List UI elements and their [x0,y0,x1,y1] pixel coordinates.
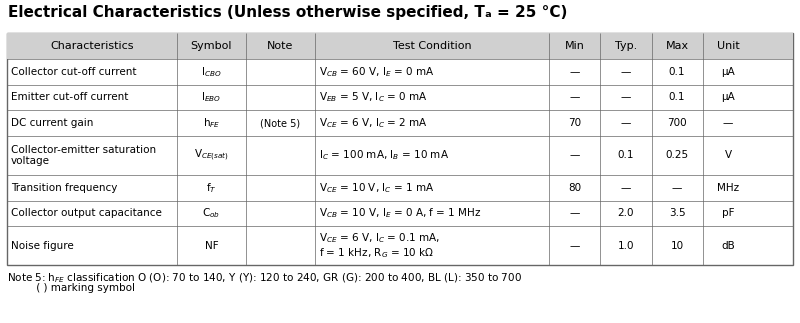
Text: Test Condition: Test Condition [393,41,471,51]
Text: I$_{C}$ = 100 mA, I$_{B}$ = 10 mA: I$_{C}$ = 100 mA, I$_{B}$ = 10 mA [319,149,449,162]
Text: Note: Note [267,41,294,51]
Text: 700: 700 [667,118,687,128]
Text: I$_{CBO}$: I$_{CBO}$ [201,65,222,78]
Text: V$_{CE(sat)}$: V$_{CE(sat)}$ [194,148,229,163]
Text: Max: Max [666,41,689,51]
Text: —: — [570,241,580,251]
Text: Collector-emitter saturation
voltage: Collector-emitter saturation voltage [11,145,156,166]
Text: —: — [621,92,631,102]
Text: Transition frequency: Transition frequency [11,183,118,193]
Text: Symbol: Symbol [190,41,232,51]
Text: —: — [570,92,580,102]
Text: —: — [621,118,631,128]
Bar [7,33,793,59]
Text: —: — [723,118,734,128]
Text: 0.1: 0.1 [618,151,634,161]
Text: NF: NF [205,241,218,251]
Text: Collector cut-off current: Collector cut-off current [11,67,137,77]
Text: (Note 5): (Note 5) [261,118,301,128]
Text: Electrical Characteristics (Unless otherwise specified, Tₐ = 25 °C): Electrical Characteristics (Unless other… [8,5,567,20]
Text: 1.0: 1.0 [618,241,634,251]
Text: —: — [621,183,631,193]
Text: —: — [570,208,580,218]
Text: V: V [725,151,732,161]
Text: 0.25: 0.25 [666,151,689,161]
Text: V$_{CB}$ = 10 V, I$_{E}$ = 0 A, f = 1 MHz: V$_{CB}$ = 10 V, I$_{E}$ = 0 A, f = 1 MH… [319,206,482,220]
Text: —: — [570,151,580,161]
Text: 80: 80 [568,183,582,193]
Text: V$_{EB}$ = 5 V, I$_{C}$ = 0 mA: V$_{EB}$ = 5 V, I$_{C}$ = 0 mA [319,90,428,104]
Text: V$_{CE}$ = 6 V, I$_{C}$ = 2 mA: V$_{CE}$ = 6 V, I$_{C}$ = 2 mA [319,116,428,130]
Text: 10: 10 [670,241,684,251]
Text: DC current gain: DC current gain [11,118,94,128]
Text: 70: 70 [568,118,582,128]
Text: Emitter cut-off current: Emitter cut-off current [11,92,128,102]
Text: —: — [570,67,580,77]
Text: 3.5: 3.5 [669,208,686,218]
Text: I$_{EBO}$: I$_{EBO}$ [202,90,222,104]
Bar [7,33,793,265]
Text: μA: μA [722,92,735,102]
Text: Min: Min [565,41,585,51]
Text: Unit: Unit [717,41,739,51]
Text: Typ.: Typ. [615,41,637,51]
Text: 0.1: 0.1 [669,92,686,102]
Text: Collector output capacitance: Collector output capacitance [11,208,162,218]
Text: MHz: MHz [717,183,739,193]
Text: f$_{T}$: f$_{T}$ [206,181,217,194]
Text: V$_{CE}$ = 10 V, I$_{C}$ = 1 mA: V$_{CE}$ = 10 V, I$_{C}$ = 1 mA [319,181,434,194]
Text: ( ) marking symbol: ( ) marking symbol [7,283,135,293]
Text: Characteristics: Characteristics [50,41,134,51]
Text: 0.1: 0.1 [669,67,686,77]
Text: dB: dB [722,241,735,251]
Text: Note 5: h$_{FE}$ classification O (O): 70 to 140, Y (Y): 120 to 240, GR (G): 200: Note 5: h$_{FE}$ classification O (O): 7… [7,271,522,285]
Text: —: — [621,67,631,77]
Text: μA: μA [722,67,735,77]
Text: 2.0: 2.0 [618,208,634,218]
Text: V$_{CB}$ = 60 V, I$_{E}$ = 0 mA: V$_{CB}$ = 60 V, I$_{E}$ = 0 mA [319,65,434,78]
Text: C$_{ob}$: C$_{ob}$ [202,206,220,220]
Text: —: — [672,183,682,193]
Text: h$_{FE}$: h$_{FE}$ [202,116,220,130]
Text: V$_{CE}$ = 6 V, I$_{C}$ = 0.1 mA,
f = 1 kHz, R$_{G}$ = 10 kΩ: V$_{CE}$ = 6 V, I$_{C}$ = 0.1 mA, f = 1 … [319,231,440,260]
Text: pF: pF [722,208,734,218]
Text: Noise figure: Noise figure [11,241,74,251]
